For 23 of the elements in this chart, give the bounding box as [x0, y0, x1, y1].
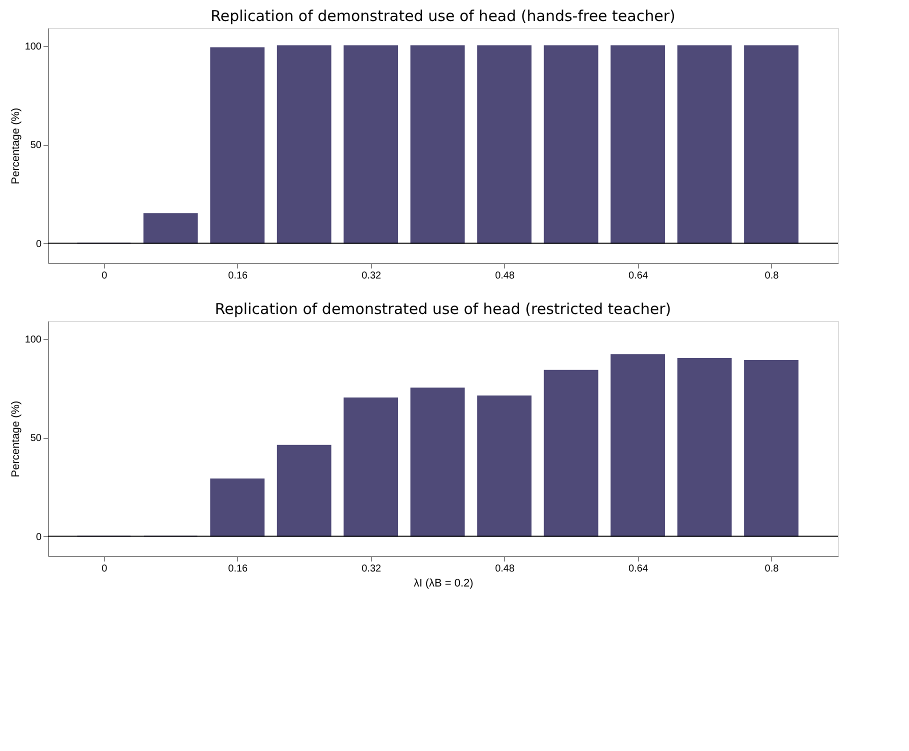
x-tick-label: 0.8	[764, 270, 780, 282]
x-tick-label: 0.32	[362, 270, 382, 282]
y-tick-label: 0	[36, 532, 42, 543]
x-tick-label: 0	[102, 564, 108, 574]
y-tick-label: 0	[36, 238, 42, 250]
x-tick-label: 0.64	[628, 564, 648, 574]
x-tick-label: 0.48	[495, 564, 515, 574]
chart-title: Replication of demonstrated use of head (restricted teacher)	[214, 300, 672, 318]
x-tick-label: 0.16	[228, 270, 248, 282]
y-tick-label: 50	[30, 140, 42, 152]
x-tick-label: 0.16	[228, 564, 248, 574]
x-tick-label: 0	[102, 270, 108, 282]
chart-title: Replication of demonstrated use of head (hands-free teacher)	[210, 7, 676, 25]
x-axis-title: λI (λB = 0.2)	[414, 578, 474, 590]
y-tick-label: 100	[24, 41, 42, 52]
y-axis-title: Percentage (%)	[10, 108, 22, 184]
x-tick-label: 0.8	[764, 564, 780, 574]
y-tick-label: 50	[30, 433, 42, 444]
x-tick-label: 0.64	[628, 270, 648, 282]
y-tick-label: 100	[24, 334, 42, 346]
y-axis-title: Percentage (%)	[10, 400, 22, 478]
x-tick-label: 0.32	[362, 564, 382, 574]
x-tick-label: 0.48	[495, 270, 515, 282]
